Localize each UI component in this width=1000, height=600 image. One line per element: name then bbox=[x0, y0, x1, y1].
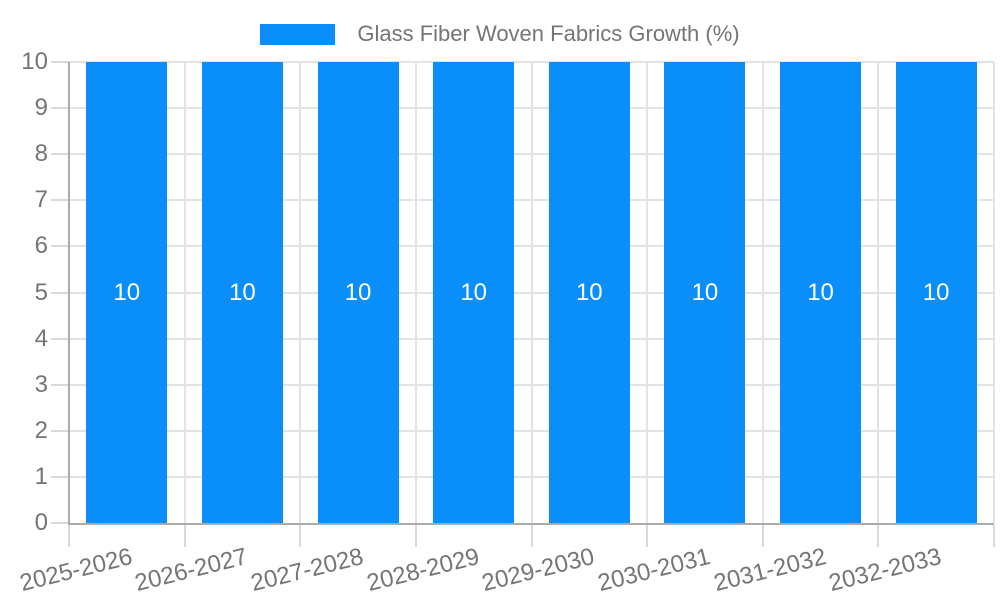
bar[interactable] bbox=[201, 62, 283, 523]
chart-legend[interactable]: Glass Fiber Woven Fabrics Growth (%) bbox=[0, 21, 1000, 47]
y-axis-label: 3 bbox=[34, 370, 48, 398]
legend-swatch-icon bbox=[260, 23, 336, 45]
y-axis-tick bbox=[51, 475, 69, 478]
y-axis-tick bbox=[51, 153, 69, 156]
gridline-vertical bbox=[993, 62, 995, 523]
gridline-vertical bbox=[299, 62, 302, 523]
x-axis-label: 2031-2032 bbox=[710, 543, 829, 597]
bar[interactable] bbox=[433, 62, 515, 523]
y-axis-tick bbox=[51, 291, 69, 294]
legend-label: Glass Fiber Woven Fabrics Growth (%) bbox=[357, 21, 740, 46]
gridline-vertical bbox=[877, 62, 880, 523]
y-axis-tick bbox=[51, 199, 69, 202]
x-axis-tick bbox=[993, 525, 995, 547]
y-axis-label: 10 bbox=[21, 48, 48, 75]
y-axis-tick bbox=[51, 337, 69, 340]
gridline-vertical bbox=[646, 62, 649, 523]
x-axis-label: 2032-2033 bbox=[826, 543, 945, 597]
x-axis-tick bbox=[68, 525, 70, 547]
gridline-vertical bbox=[414, 62, 417, 523]
bar[interactable] bbox=[86, 62, 168, 523]
x-axis-label: 2028-2029 bbox=[363, 543, 482, 597]
x-axis-line bbox=[69, 523, 994, 525]
y-axis-tick bbox=[51, 522, 69, 524]
y-axis-line bbox=[68, 62, 70, 525]
bar[interactable] bbox=[780, 62, 862, 523]
bar[interactable] bbox=[895, 62, 977, 523]
gridline-vertical bbox=[530, 62, 533, 523]
y-axis-tick bbox=[51, 245, 69, 248]
x-axis-label: 2027-2028 bbox=[248, 543, 367, 597]
gridline-vertical bbox=[761, 62, 764, 523]
x-axis-tick bbox=[299, 525, 302, 547]
x-axis-label: 2025-2026 bbox=[16, 543, 135, 597]
bar[interactable] bbox=[317, 62, 399, 523]
x-axis-tick bbox=[761, 525, 764, 547]
bar[interactable] bbox=[664, 62, 746, 523]
bar[interactable] bbox=[548, 62, 630, 523]
y-axis-label: 7 bbox=[34, 186, 48, 214]
y-axis-label: 4 bbox=[34, 324, 48, 352]
y-axis-tick bbox=[51, 107, 69, 110]
y-axis-tick bbox=[51, 383, 69, 386]
y-axis-label: 1 bbox=[34, 462, 48, 490]
x-axis-tick bbox=[877, 525, 880, 547]
y-axis-label: 0 bbox=[34, 509, 48, 536]
gridline-vertical bbox=[183, 62, 186, 523]
x-axis-label: 2030-2031 bbox=[595, 543, 714, 597]
x-axis-tick bbox=[530, 525, 533, 547]
y-axis-tick bbox=[51, 429, 69, 432]
y-axis-tick bbox=[51, 61, 69, 63]
x-axis-label: 2026-2027 bbox=[132, 543, 251, 597]
y-axis-label: 9 bbox=[34, 94, 48, 122]
x-axis-label: 2029-2030 bbox=[479, 543, 598, 597]
y-axis-label: 6 bbox=[34, 232, 48, 260]
y-axis-label: 2 bbox=[34, 416, 48, 444]
y-axis-label: 5 bbox=[34, 278, 48, 306]
x-axis-tick bbox=[183, 525, 186, 547]
y-axis-label: 8 bbox=[34, 140, 48, 168]
x-axis-tick bbox=[414, 525, 417, 547]
x-axis-tick bbox=[646, 525, 649, 547]
